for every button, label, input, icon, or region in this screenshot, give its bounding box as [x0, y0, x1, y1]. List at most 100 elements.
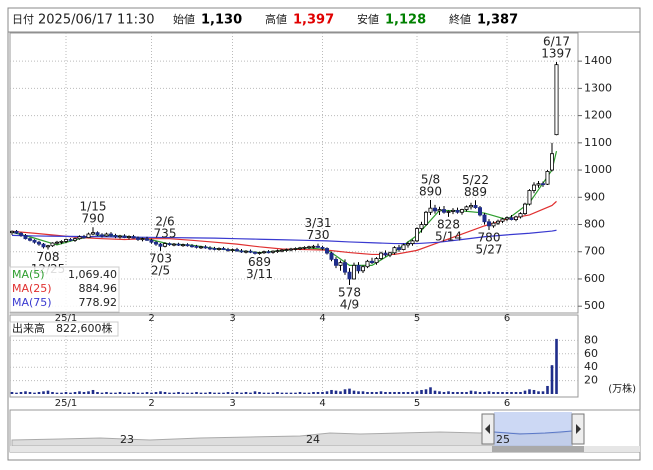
volume-bar	[249, 392, 252, 394]
volume-bar	[474, 391, 477, 394]
volume-bar	[42, 391, 45, 394]
volume-bar	[438, 391, 441, 394]
volume-bar	[501, 391, 504, 394]
candle-body	[329, 252, 334, 260]
candle-body	[351, 264, 356, 280]
header-label: 高値	[265, 12, 287, 26]
legend-name: MA(25)	[12, 282, 52, 295]
y-tick-label: 1200	[584, 109, 612, 122]
volume-bar	[186, 392, 189, 394]
volume-bar	[465, 391, 468, 394]
volume-bar	[19, 391, 23, 394]
volume-bar	[312, 391, 315, 394]
legend-box	[9, 266, 120, 313]
volume-bar	[195, 391, 198, 394]
candle-body	[293, 248, 298, 250]
volume-bar	[402, 391, 405, 394]
candle-body	[86, 233, 91, 238]
candle-body	[122, 235, 127, 238]
date: 2025/06/17 11:30	[38, 13, 155, 28]
header-value: 1,128	[385, 13, 426, 28]
y-tick-label: 600	[584, 272, 605, 285]
candle-body	[523, 203, 528, 215]
volume-tick-label: 60	[584, 347, 598, 360]
y-tick-label: 1300	[584, 81, 612, 94]
candle-body	[77, 236, 82, 240]
legend-value: 884.96	[79, 282, 118, 295]
volume-bar	[330, 389, 333, 394]
volume-bar	[339, 391, 342, 394]
annotation-price: 828	[437, 217, 460, 231]
volume-bar	[60, 392, 63, 394]
candle-body	[171, 243, 176, 246]
volume-bar	[123, 392, 126, 394]
candle-body	[73, 238, 78, 241]
candle-body	[468, 205, 473, 208]
candle-body	[185, 244, 190, 247]
candle-body	[432, 207, 437, 212]
candle-body	[378, 252, 383, 259]
candle-body	[55, 241, 60, 244]
volume-bar	[366, 391, 369, 394]
candle-body	[401, 244, 406, 250]
volume-bar	[393, 391, 396, 394]
candle-body	[248, 250, 253, 253]
volume-bar	[24, 391, 27, 394]
candle-body	[514, 216, 519, 221]
candle-body	[239, 250, 244, 253]
volume-bar	[267, 392, 270, 394]
candle-body	[342, 262, 347, 273]
candle-body	[100, 234, 105, 237]
month-label: 2	[148, 313, 154, 324]
volume-bar	[271, 392, 275, 394]
candle-body	[446, 211, 451, 213]
volume-bar	[114, 392, 117, 394]
volume-bar	[231, 392, 234, 394]
volume-bar	[379, 391, 383, 394]
volume-bar	[222, 392, 225, 394]
candle-body	[369, 260, 374, 264]
volume-bar	[546, 385, 549, 394]
volume-bar	[276, 391, 279, 394]
ma-line	[11, 229, 557, 245]
volume-bar	[303, 392, 306, 394]
annotation-date: 5/8	[421, 173, 440, 187]
navigator-window[interactable]	[494, 412, 572, 446]
volume-bar	[505, 391, 509, 394]
volume-bar	[168, 392, 171, 394]
candle-body	[338, 262, 343, 266]
frame	[7, 7, 641, 461]
scrollbar[interactable]	[10, 446, 640, 452]
volume-bar	[433, 390, 437, 394]
candle-body	[68, 239, 73, 241]
volume-bar	[532, 389, 536, 394]
legend-value: 1,069.40	[68, 268, 117, 281]
candle-body	[347, 271, 352, 280]
volume-bar	[33, 392, 36, 394]
candle-body	[275, 250, 280, 253]
volume-bar	[519, 391, 522, 394]
header-value: 1,387	[477, 13, 518, 28]
price-panel	[9, 32, 579, 314]
annotation-date: 3/11	[246, 267, 273, 281]
volume-bar	[325, 391, 329, 394]
volume-bar	[442, 391, 446, 394]
candle-body	[324, 248, 329, 254]
candle-body	[32, 239, 37, 243]
candle-body	[27, 238, 32, 241]
volume-bar	[145, 391, 149, 394]
volume-bar	[69, 392, 72, 394]
volume-bar	[159, 391, 162, 394]
volume-bar	[460, 391, 464, 394]
candle-body	[95, 232, 100, 236]
scrollbar-thumb[interactable]	[492, 446, 584, 452]
month-label: 4	[319, 313, 325, 324]
candle-body	[270, 250, 275, 253]
volume-bar	[550, 365, 554, 394]
volume-bar	[307, 392, 311, 394]
candle-body	[545, 171, 550, 185]
candle-body	[311, 245, 316, 248]
candle-body	[423, 211, 428, 225]
volume-bar	[469, 390, 473, 394]
volume-bar	[190, 392, 194, 394]
